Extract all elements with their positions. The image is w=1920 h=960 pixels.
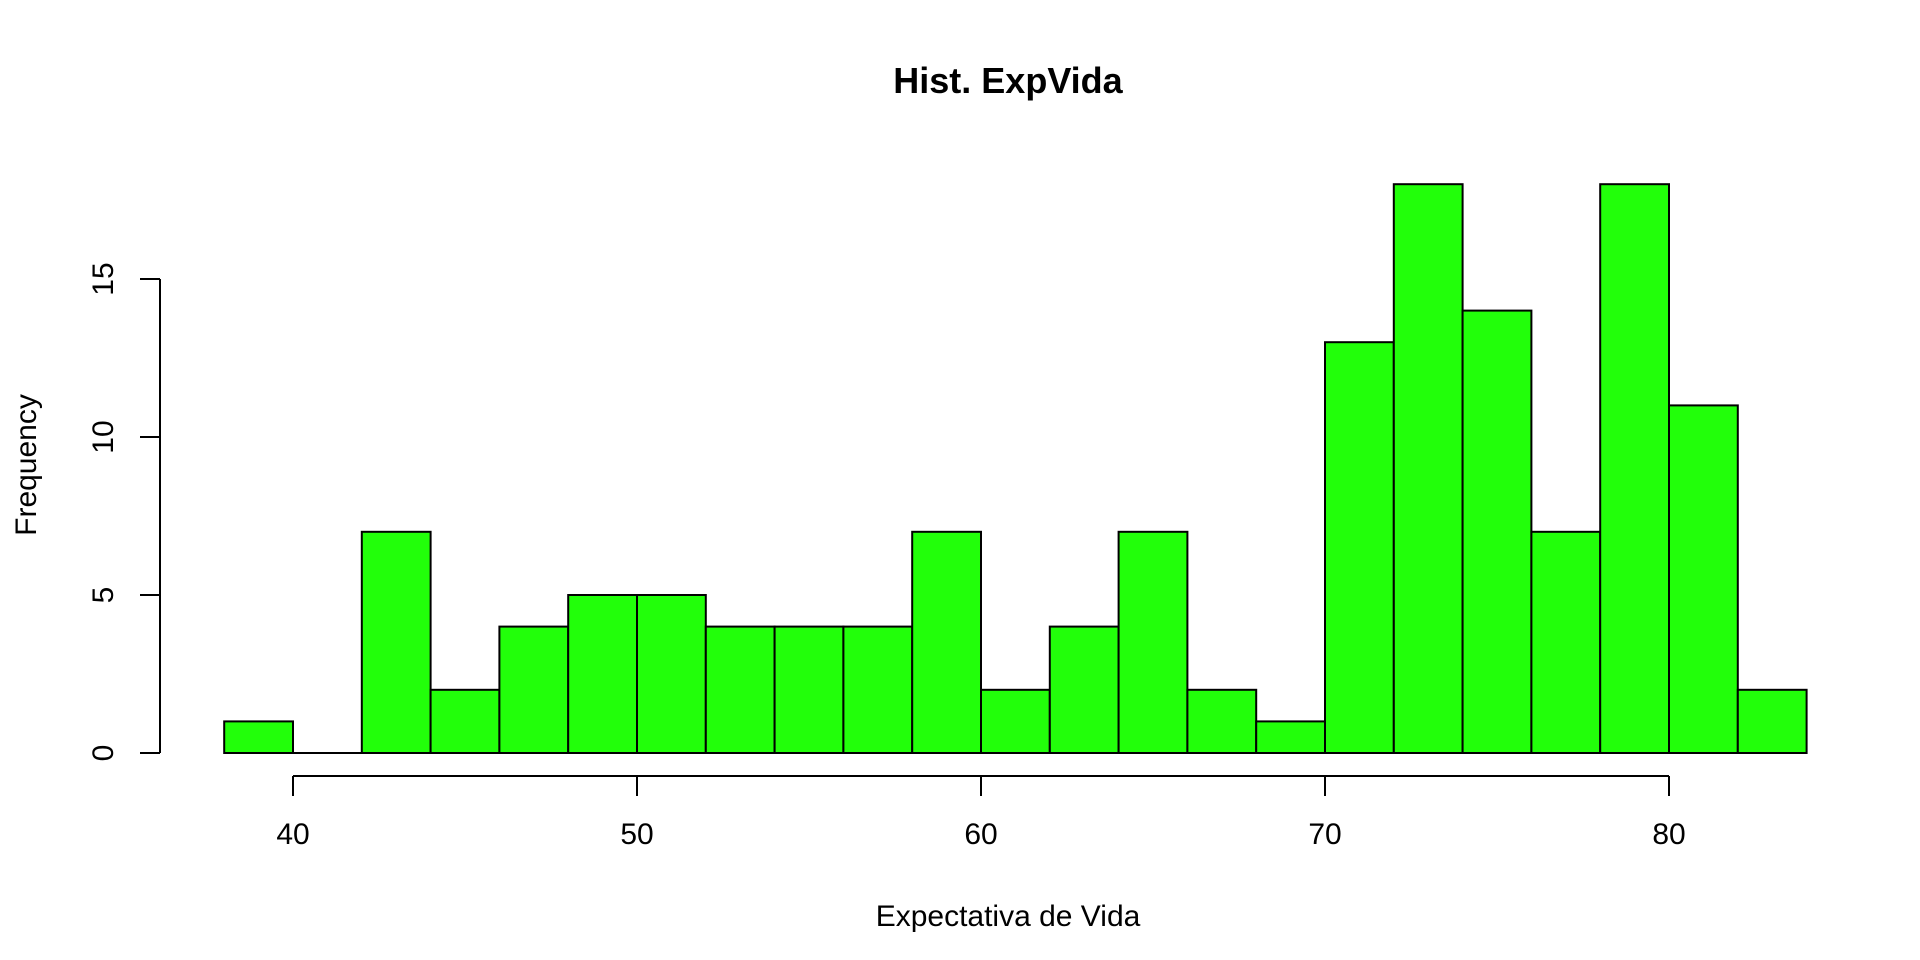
x-tick-label: 70 bbox=[1308, 818, 1341, 851]
histogram-bar bbox=[223, 720, 294, 755]
histogram-bar bbox=[1461, 309, 1533, 754]
y-tick-label: 15 bbox=[87, 262, 120, 295]
histogram-bar bbox=[1255, 720, 1326, 755]
y-tick-label: 10 bbox=[87, 420, 120, 453]
histogram-bar bbox=[567, 594, 639, 754]
y-axis: 0 5 10 15 bbox=[87, 262, 161, 762]
histogram-bar bbox=[1599, 183, 1670, 754]
x-axis: 40 50 60 70 80 bbox=[276, 775, 1686, 851]
bars-group bbox=[223, 183, 1808, 755]
x-tick-label: 50 bbox=[620, 818, 653, 851]
histogram-bar bbox=[360, 530, 432, 754]
histogram-bar bbox=[1186, 688, 1258, 754]
histogram-bar bbox=[911, 530, 983, 754]
x-tick-label: 40 bbox=[276, 818, 309, 851]
histogram-bar bbox=[1736, 688, 1808, 754]
histogram-bar bbox=[498, 625, 570, 754]
histogram-bar bbox=[1324, 341, 1395, 754]
histogram-bar bbox=[1392, 183, 1464, 754]
histogram-bar bbox=[1668, 404, 1739, 754]
y-tick-label: 0 bbox=[87, 745, 120, 762]
y-axis-label: Frequency bbox=[10, 394, 43, 536]
histogram-bar bbox=[636, 594, 707, 754]
histogram-bar bbox=[1048, 625, 1120, 754]
histogram-bar bbox=[429, 688, 501, 754]
chart-title: Hist. ExpVida bbox=[893, 60, 1123, 101]
y-tick-label: 5 bbox=[87, 587, 120, 604]
histogram-bar bbox=[842, 625, 914, 754]
histogram-bar bbox=[1530, 530, 1602, 754]
x-tick-label: 60 bbox=[964, 818, 997, 851]
x-tick-label: 80 bbox=[1652, 818, 1685, 851]
x-axis-label: Expectativa de Vida bbox=[876, 900, 1141, 933]
histogram-bar bbox=[1117, 530, 1189, 754]
histogram-bar bbox=[704, 625, 776, 754]
histogram-bar bbox=[980, 688, 1051, 754]
histogram-bar bbox=[773, 625, 845, 754]
